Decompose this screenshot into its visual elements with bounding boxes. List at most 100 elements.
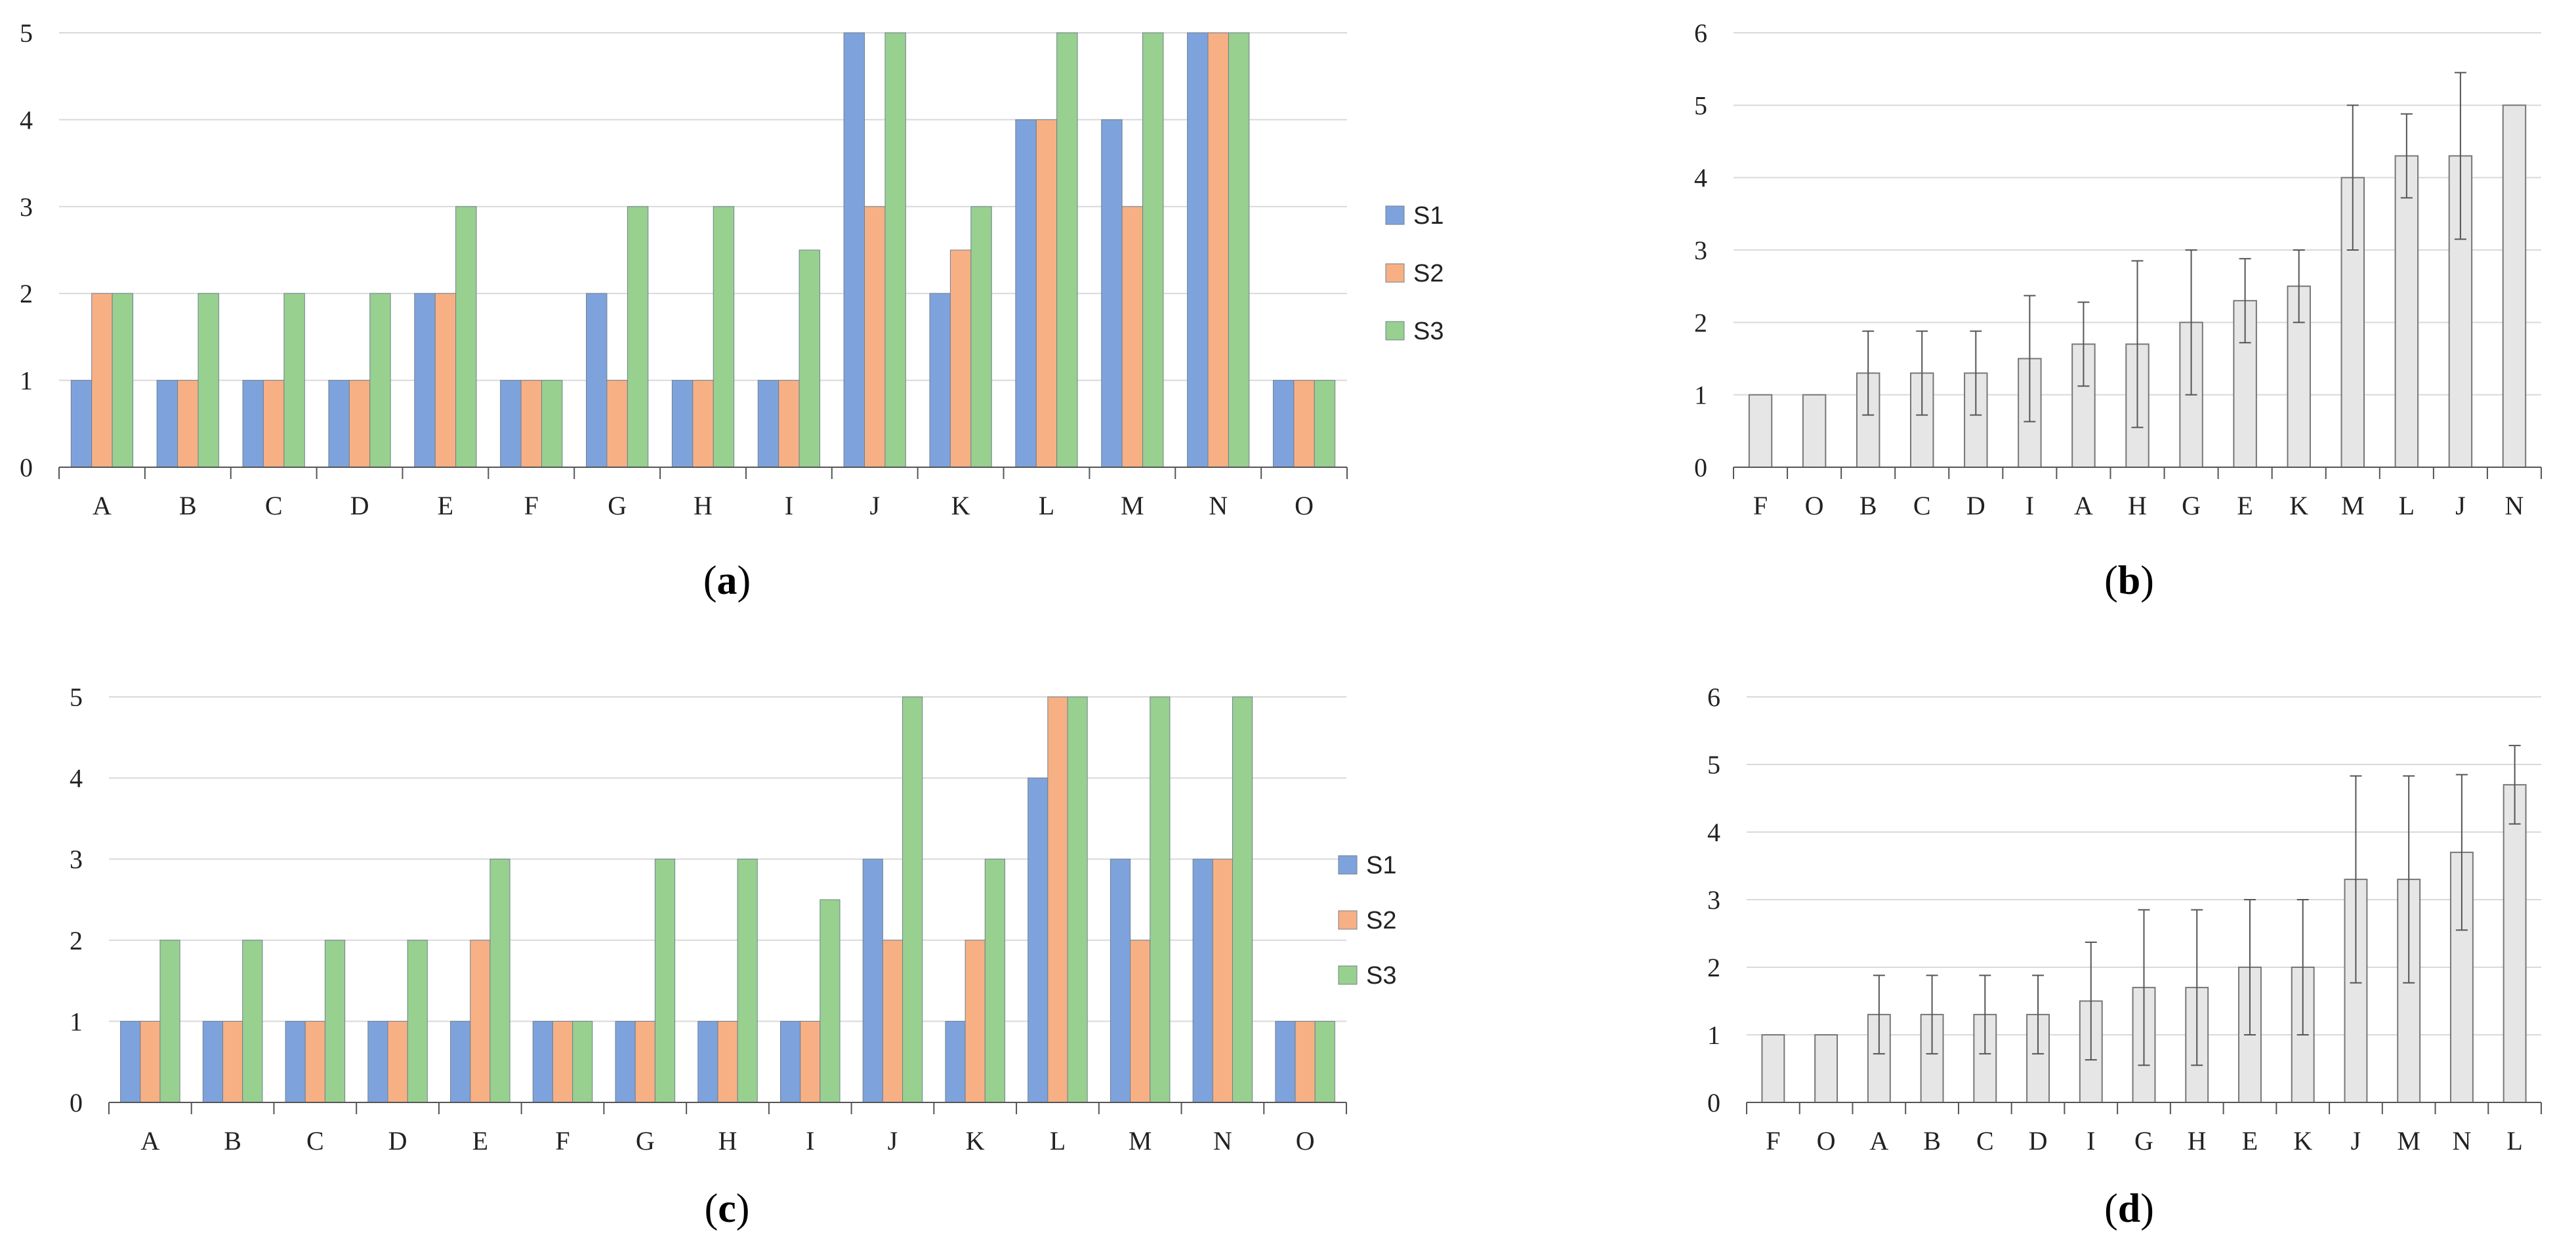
x-tick-label: F: [555, 1126, 570, 1156]
x-tick-label: G: [636, 1126, 655, 1156]
x-tick-label: K: [951, 491, 970, 520]
bar-s1-l: [1028, 778, 1049, 1103]
x-tick-label: M: [2397, 1126, 2420, 1156]
bar-s3-l: [1056, 32, 1078, 468]
x-tick-label: O: [1295, 491, 1314, 520]
x-tick-label: D: [2029, 1126, 2048, 1156]
x-tick-label: I: [785, 491, 793, 520]
x-tick-label: M: [1129, 1126, 1152, 1156]
y-tick-label: 0: [1694, 453, 1707, 482]
bar-s3-h: [737, 858, 758, 1103]
bar-s1-h: [697, 1020, 718, 1103]
bar-s2-e: [470, 940, 491, 1103]
bar-o: [1802, 394, 1827, 469]
x-tick-label: D: [388, 1126, 407, 1156]
y-tick-label: 1: [20, 366, 33, 396]
bar-s3-k: [970, 206, 992, 468]
bar-s2-m: [1130, 940, 1151, 1103]
bar-s3-m: [1142, 32, 1164, 468]
bar-s3-g: [654, 858, 676, 1103]
y-tick-label: 4: [1707, 818, 1720, 847]
x-tick-label: B: [1859, 491, 1877, 520]
y-tick-label: 4: [1694, 163, 1707, 193]
chart-d: 0 1 2 3 4 5 6 F O A B C D I G H E K J M N L (d): [1707, 682, 2542, 1231]
x-tick-label: H: [694, 491, 713, 520]
x-tick-label: E: [2237, 491, 2253, 520]
x-tick-label: N: [2505, 491, 2524, 520]
x-tick-label: E: [2242, 1126, 2258, 1156]
bar-s1-a: [70, 380, 93, 468]
legend-label-s2: S2: [1413, 260, 1444, 287]
chart-a: 0 1 2 3 4 5 A B C D E F G H I J K L M N O S1 S2 S3 (a): [20, 18, 1444, 603]
y-tick-label: 1: [70, 1007, 83, 1036]
bar-s1-l: [1015, 119, 1037, 468]
x-tick-label: A: [140, 1126, 159, 1156]
x-tick-label: G: [2134, 1126, 2153, 1156]
legend-swatch-s2: [1338, 910, 1358, 930]
bar-s1-a: [120, 1020, 141, 1103]
x-tick-label: D: [1966, 491, 1985, 520]
bar-s3-i: [820, 899, 841, 1103]
bar-s2-j: [864, 206, 886, 468]
bar-s2-c: [304, 1020, 325, 1103]
bar-s1-g: [586, 293, 608, 468]
y-tick-label: 0: [20, 453, 33, 482]
bar-s1-d: [328, 380, 350, 468]
x-tick-label: D: [350, 491, 369, 520]
x-tick-label: L: [1039, 491, 1054, 520]
x-tick-label: F: [524, 491, 539, 520]
bar-s2-g: [606, 380, 628, 468]
x-tick-label: E: [438, 491, 453, 520]
bar-s1-h: [671, 380, 694, 468]
bar-s3-f: [541, 380, 563, 468]
y-tick-label: 1: [1694, 381, 1707, 410]
legend-label-s1: S1: [1413, 202, 1444, 230]
bar-s3-a: [112, 293, 134, 468]
x-tick-label: E: [472, 1126, 488, 1156]
y-tick-label: 5: [1694, 91, 1707, 120]
x-tick-label: A: [1869, 1126, 1888, 1156]
y-tick-label: 0: [1707, 1088, 1720, 1118]
bar-s1-e: [414, 293, 436, 468]
bar-s1-k: [945, 1020, 966, 1103]
legend-label-s2: S2: [1366, 907, 1396, 934]
x-tick-label: M: [1121, 491, 1144, 520]
bar-s1-g: [615, 1020, 636, 1103]
bar-s2-d: [348, 380, 371, 468]
bar-s3-c: [283, 293, 305, 468]
bar-s1-c: [285, 1020, 306, 1103]
bar-s1-f: [500, 380, 522, 468]
bar-s1-i: [779, 1020, 801, 1103]
x-tick-label: I: [2087, 1126, 2095, 1156]
bar-s1-f: [532, 1020, 553, 1103]
y-tick-label: 3: [1694, 236, 1707, 265]
bar-s3-o: [1314, 1020, 1335, 1103]
x-tick-label: K: [966, 1126, 985, 1156]
bar-s3-j: [902, 696, 923, 1103]
bar-s2-i: [778, 380, 800, 468]
bar-o: [1814, 1034, 1839, 1103]
bar-s1-o: [1272, 380, 1295, 468]
bar-s3-n: [1228, 32, 1250, 468]
legend-label-s1: S1: [1366, 852, 1396, 879]
y-tick-label: 4: [70, 764, 83, 793]
bar-s2-d: [387, 1020, 408, 1103]
bar-s2-o: [1295, 1020, 1316, 1103]
x-tick-label: L: [1050, 1126, 1066, 1156]
bar-n: [2502, 104, 2527, 469]
bar-s1-e: [450, 1020, 471, 1103]
bar-s2-n: [1207, 32, 1229, 468]
x-tick-label: A: [93, 491, 112, 520]
x-tick-label: J: [2351, 1126, 2361, 1156]
x-tick-label: H: [2128, 491, 2147, 520]
x-tick-label: C: [1913, 491, 1931, 520]
y-tick-label: 2: [1707, 953, 1720, 982]
x-tick-label: A: [2074, 491, 2093, 520]
x-tick-label: B: [1923, 1126, 1941, 1156]
x-tick-label: F: [1753, 491, 1768, 520]
y-tick-label: 3: [20, 192, 33, 222]
x-tick-label: L: [2506, 1126, 2522, 1156]
panel-label-d: (d): [2104, 1186, 2154, 1231]
x-tick-label: N: [1213, 1126, 1232, 1156]
